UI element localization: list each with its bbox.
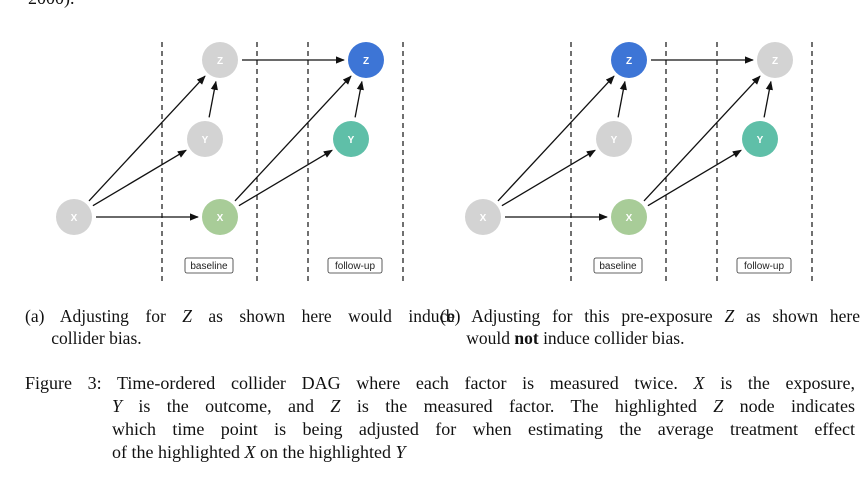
node-label: Z <box>626 56 632 67</box>
caption-line: collider bias. <box>25 327 455 349</box>
caption-text: is the outcome, and <box>122 396 331 416</box>
node-y2: Y <box>742 121 778 157</box>
node-y1: Y <box>187 121 223 157</box>
edge-y1-z1 <box>208 80 218 118</box>
caption-text: node indicates <box>723 396 856 416</box>
time-label-baseline: baseline <box>599 261 637 272</box>
caption-line: would not induce collider bias. <box>440 327 860 349</box>
node-circle <box>611 199 647 235</box>
edge-x0-y1 <box>92 149 187 207</box>
node-label: Z <box>217 56 223 67</box>
node-label: Y <box>348 135 355 146</box>
edge-x0-z1 <box>497 75 615 202</box>
time-label-follow-up: follow-up <box>744 261 784 272</box>
node-circle <box>348 42 384 78</box>
time-label-follow-up: follow-up <box>335 261 375 272</box>
math-symbol: Z <box>330 396 341 416</box>
caption-text: induce collider bias. <box>538 328 685 348</box>
node-y2: Y <box>333 121 369 157</box>
math-symbol: Z <box>182 306 192 326</box>
caption-text: is the measured factor. The highlighted <box>340 396 714 416</box>
node-label: Z <box>772 56 778 67</box>
node-label: Z <box>363 56 369 67</box>
node-circle <box>465 199 501 235</box>
node-z2: Z <box>757 42 793 78</box>
node-circle <box>202 199 238 235</box>
node-circle <box>187 121 223 157</box>
time-label-baseline: baseline <box>190 261 228 272</box>
caption-text: on the highlighted <box>255 442 396 462</box>
edge-y2-z2 <box>354 80 364 118</box>
edge-x1-z2 <box>643 75 761 202</box>
bold-text: not <box>514 328 539 348</box>
caption-text: as shown here <box>734 306 860 326</box>
math-symbol: Y <box>112 396 123 416</box>
edge-x0-y1 <box>501 149 596 207</box>
node-x0: X <box>56 199 92 235</box>
subcaption-b: (b) Adjusting for this pre-exposure Z as… <box>440 305 860 349</box>
node-circle <box>56 199 92 235</box>
caption-text: (b) Adjusting for this pre-exposure <box>440 306 725 326</box>
math-symbol: X <box>693 373 705 393</box>
node-y1: Y <box>596 121 632 157</box>
edge-x1-y2 <box>238 149 333 207</box>
node-label: X <box>626 213 633 224</box>
caption-line: of the highlighted X on the highlighted … <box>25 441 855 464</box>
node-label: Y <box>611 135 618 146</box>
caption-text: is the exposure, <box>704 373 855 393</box>
node-circle <box>742 121 778 157</box>
caption-text: would <box>440 328 515 348</box>
caption-line: which time point is being adjusted for w… <box>25 418 855 441</box>
caption-line: (a) Adjusting for Z as shown here would … <box>25 305 455 327</box>
caption-text: of the highlighted <box>112 442 245 462</box>
edge-x1-z2 <box>234 75 352 202</box>
edge-x0-z1 <box>88 75 206 202</box>
edge-x1-y2 <box>647 149 742 207</box>
node-x0: X <box>465 199 501 235</box>
caption-text: which time point is being adjusted for w… <box>112 419 855 439</box>
time-label-box <box>327 257 383 274</box>
time-label-box <box>736 257 792 274</box>
node-x1: X <box>611 199 647 235</box>
node-label: Y <box>202 135 209 146</box>
node-z1: Z <box>611 42 647 78</box>
figure-caption: Figure 3: Time-ordered collider DAG wher… <box>25 372 855 464</box>
node-label: X <box>71 213 78 224</box>
edge-y1-z1 <box>617 80 627 118</box>
caption-text: Figure 3: Time-ordered collider DAG wher… <box>25 373 694 393</box>
caption-line: (b) Adjusting for this pre-exposure Z as… <box>440 305 860 327</box>
math-symbol: X <box>244 442 256 462</box>
math-symbol: Z <box>713 396 724 416</box>
node-circle <box>596 121 632 157</box>
caption-text: collider bias. <box>25 328 142 348</box>
preceding-text: 2000). <box>28 0 75 9</box>
node-circle <box>611 42 647 78</box>
math-symbol: Y <box>395 442 406 462</box>
caption-line: Y is the outcome, and Z is the measured … <box>25 395 855 418</box>
caption-text: (a) Adjusting for <box>25 306 183 326</box>
caption-line: Figure 3: Time-ordered collider DAG wher… <box>25 372 855 395</box>
time-label-box <box>184 257 234 274</box>
node-x1: X <box>202 199 238 235</box>
subcaption-a: (a) Adjusting for Z as shown here would … <box>25 305 455 349</box>
edge-y2-z2 <box>763 80 773 118</box>
node-circle <box>333 121 369 157</box>
node-label: X <box>480 213 487 224</box>
caption-text: as shown here would induce <box>191 306 455 326</box>
node-circle <box>202 42 238 78</box>
math-symbol: Z <box>724 306 735 326</box>
node-label: X <box>217 213 224 224</box>
time-label-box <box>593 257 643 274</box>
node-circle <box>757 42 793 78</box>
node-label: Y <box>757 135 764 146</box>
node-z1: Z <box>202 42 238 78</box>
node-z2: Z <box>348 42 384 78</box>
